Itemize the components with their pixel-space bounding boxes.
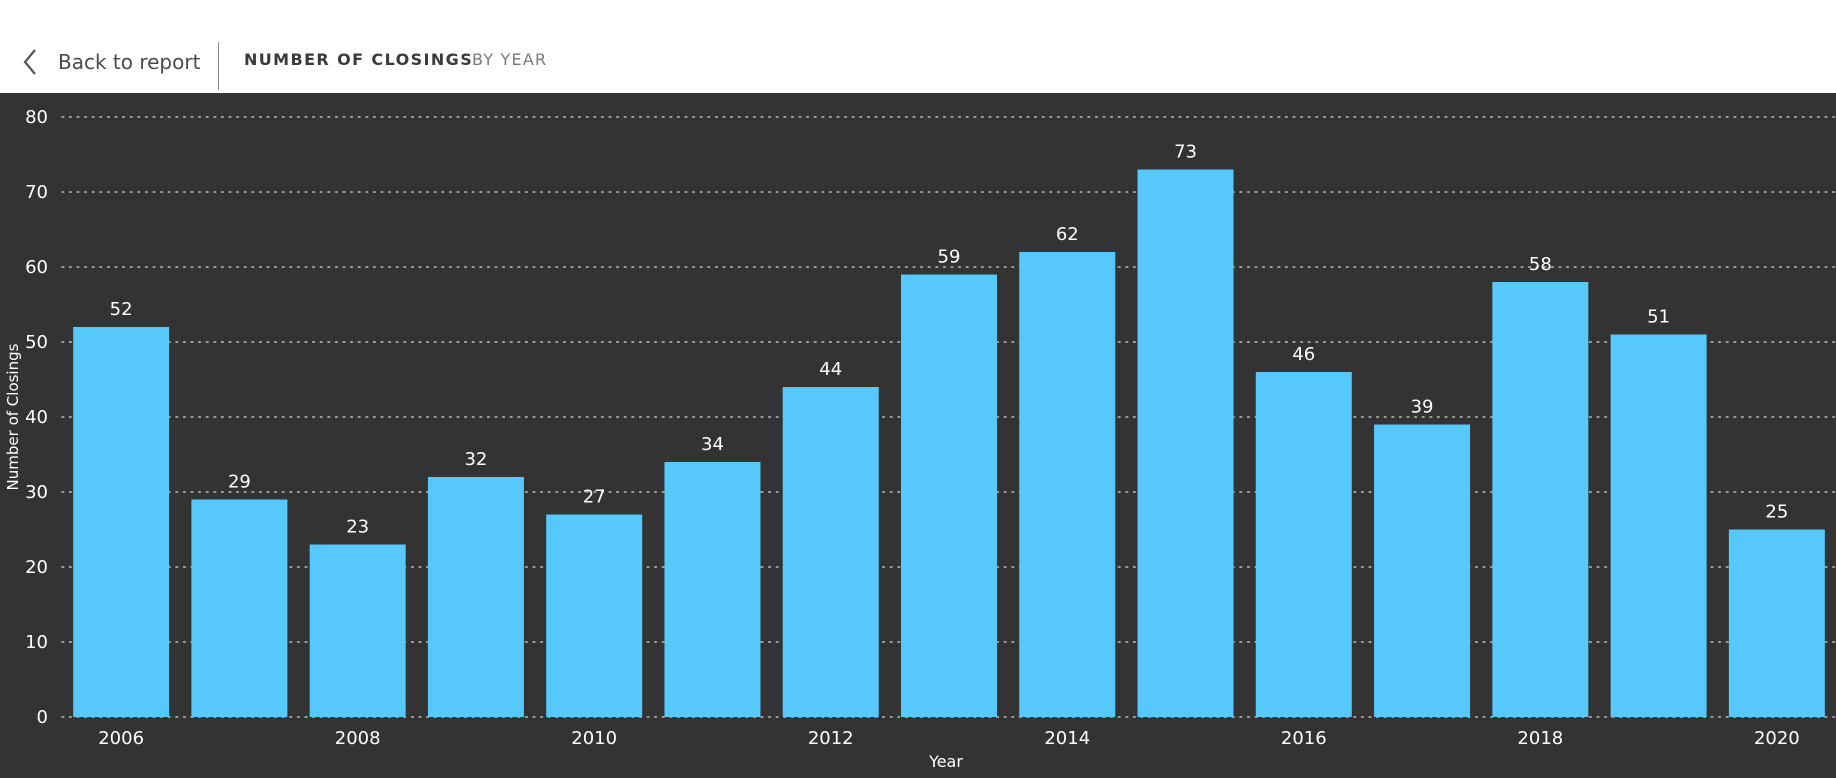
data-label-2017: 39 [1411,397,1434,418]
page-subtitle: BY YEAR [472,50,548,69]
data-label-2016: 46 [1292,344,1315,365]
bar-2019 [1610,334,1707,717]
data-label-2015: 73 [1174,142,1197,163]
y-tick-label: 0 [37,707,48,728]
bar-2014 [1019,252,1116,717]
bar-2013 [901,274,997,717]
y-tick-label: 80 [25,107,48,128]
header-bar: Back to report NUMBER OF CLOSINGS BY YEA… [0,0,1836,93]
data-label-2007: 29 [228,472,251,493]
bar-2008 [309,544,406,717]
x-tick-label: 2020 [1754,728,1800,749]
bar-2010 [546,514,643,717]
x-tick-label: 2012 [808,728,854,749]
chevron-left-icon [22,48,38,76]
data-label-2019: 51 [1647,307,1670,328]
y-tick-label: 60 [25,257,48,278]
bar-2015 [1137,169,1234,717]
x-tick-label: 2016 [1281,728,1327,749]
x-tick-label: 2006 [98,728,144,749]
page-title: NUMBER OF CLOSINGS [244,50,474,69]
x-tick-label: 2014 [1044,728,1090,749]
y-tick-label: 40 [25,407,48,428]
y-tick-label: 30 [25,482,48,503]
x-tick-label: 2008 [335,728,381,749]
bar-2018 [1492,282,1589,717]
data-label-2009: 32 [464,449,487,470]
data-label-2012: 44 [819,359,842,380]
y-tick-label: 10 [25,632,48,653]
data-label-2008: 23 [346,517,369,538]
y-axis-title: Number of Closings [4,343,22,490]
bar-2020 [1728,529,1825,717]
data-label-2011: 34 [701,434,724,455]
back-to-report-label: Back to report [58,50,201,74]
bar-2006 [73,327,170,717]
bar-2007 [191,499,288,717]
bar-chart: 0 10 20 30 40 50 60 70 80 52 29 23 32 27 34 44 59 62 73 46 3… [4,107,1836,771]
data-label-2020: 25 [1765,502,1788,523]
bar-2011 [664,462,761,717]
data-label-2010: 27 [583,487,606,508]
back-to-report-button[interactable]: Back to report [22,44,200,80]
header-divider [218,42,219,90]
y-tick-label: 70 [25,182,48,203]
y-tick-label: 50 [25,332,48,353]
x-axis-title: Year [928,752,963,771]
bar-2009 [427,477,524,717]
bar-2016 [1255,372,1352,717]
x-tick-label: 2010 [571,728,617,749]
data-label-2013: 59 [938,247,961,268]
data-label-2018: 58 [1529,254,1552,275]
data-label-2006: 52 [110,299,133,320]
data-label-2014: 62 [1056,224,1079,245]
x-tick-label: 2018 [1517,728,1563,749]
y-tick-label: 20 [25,557,48,578]
bar-2017 [1374,424,1471,717]
bar-2012 [782,387,879,717]
